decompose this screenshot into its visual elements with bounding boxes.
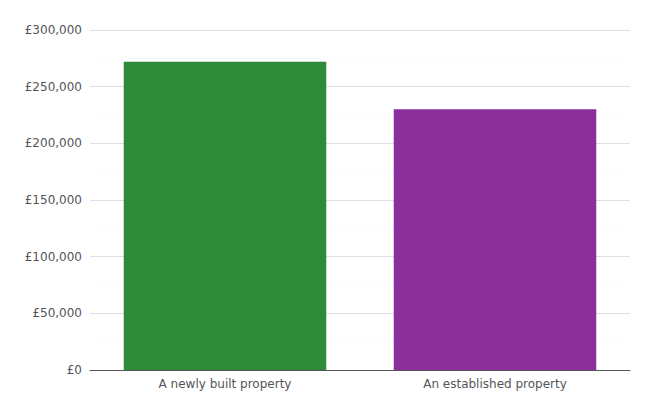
svg-text:£0: £0	[67, 363, 82, 377]
svg-text:£300,000: £300,000	[25, 23, 82, 37]
svg-text:A newly built property: A newly built property	[159, 377, 292, 391]
svg-text:£100,000: £100,000	[25, 250, 82, 264]
svg-text:An established property: An established property	[423, 377, 567, 391]
svg-text:£150,000: £150,000	[25, 193, 82, 207]
svg-text:£250,000: £250,000	[25, 80, 82, 94]
svg-text:£200,000: £200,000	[25, 136, 82, 150]
svg-text:£50,000: £50,000	[32, 306, 82, 320]
